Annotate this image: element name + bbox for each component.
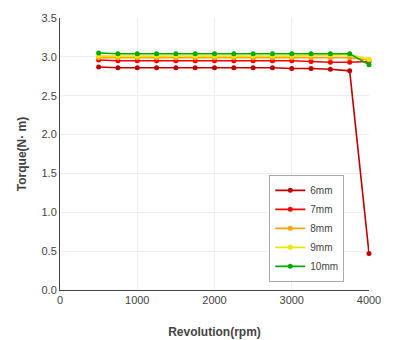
svg-text:7mm: 7mm xyxy=(310,204,332,215)
svg-text:1.5: 1.5 xyxy=(42,167,57,179)
svg-text:1000: 1000 xyxy=(125,294,149,306)
svg-text:8mm: 8mm xyxy=(310,223,332,234)
svg-text:3000: 3000 xyxy=(280,294,304,306)
svg-text:0.0: 0.0 xyxy=(42,284,57,296)
svg-text:4000: 4000 xyxy=(357,294,381,306)
svg-text:9mm: 9mm xyxy=(310,242,332,253)
svg-text:Revolution(rpm): Revolution(rpm) xyxy=(168,325,261,339)
svg-text:1.0: 1.0 xyxy=(42,206,57,218)
svg-text:3.0: 3.0 xyxy=(42,51,57,63)
svg-text:2.0: 2.0 xyxy=(42,128,57,140)
svg-text:0.5: 0.5 xyxy=(42,245,57,257)
svg-text:2.5: 2.5 xyxy=(42,90,57,102)
svg-text:2000: 2000 xyxy=(202,294,226,306)
svg-text:6mm: 6mm xyxy=(310,185,332,196)
svg-text:Torque(N· m): Torque(N· m) xyxy=(15,117,29,191)
svg-text:10mm: 10mm xyxy=(310,261,338,272)
svg-text:3.5: 3.5 xyxy=(42,12,57,24)
svg-text:0: 0 xyxy=(57,294,63,306)
